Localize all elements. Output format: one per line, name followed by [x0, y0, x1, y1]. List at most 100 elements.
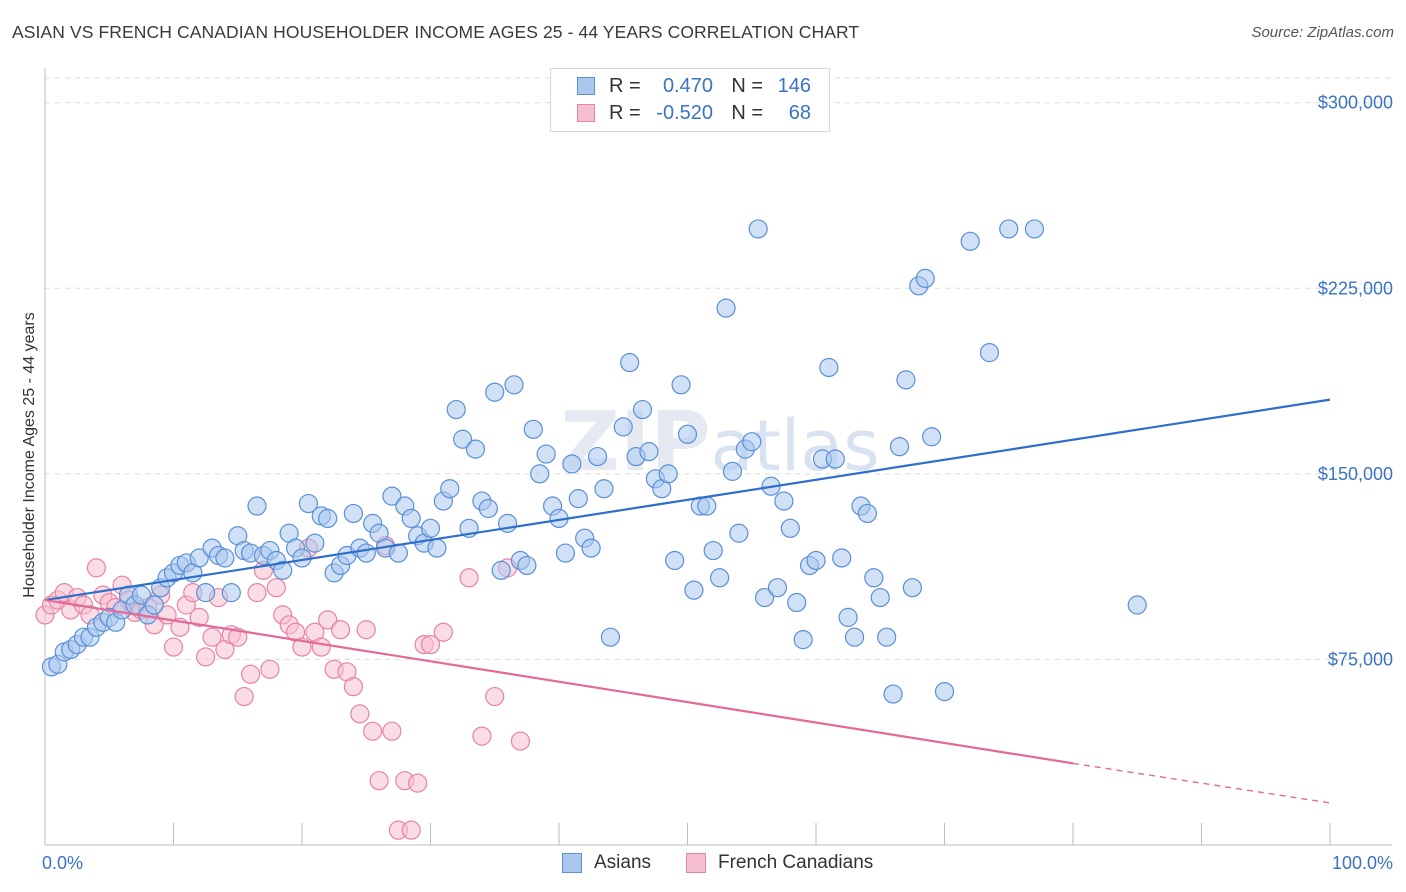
- french-canadian-point: [311, 637, 331, 657]
- asian-point: [427, 538, 447, 558]
- asian-point: [1127, 595, 1147, 615]
- asian-point: [343, 503, 363, 524]
- french-canadian-point: [401, 820, 421, 840]
- legend-row-french-canadians: R = -0.520 N = 68: [577, 100, 811, 126]
- french-canadian-point: [485, 686, 505, 707]
- french-canadian-point: [260, 659, 280, 679]
- asian-point: [221, 583, 241, 603]
- series-swatch-asians: [562, 853, 582, 873]
- french-canadian-point: [420, 634, 441, 655]
- french-canadian-point: [196, 647, 216, 667]
- asian-point: [491, 560, 511, 580]
- asian-point: [581, 538, 601, 558]
- asian-point: [382, 486, 402, 506]
- asian-point: [889, 437, 910, 457]
- legend-r-label: R =: [609, 74, 641, 97]
- asian-point: [504, 375, 524, 395]
- asian-point: [864, 568, 884, 588]
- asian-point: [877, 627, 897, 647]
- asian-point: [870, 587, 890, 608]
- asian-point: [710, 568, 730, 588]
- french-canadian-point: [459, 568, 479, 588]
- asian-point: [247, 496, 267, 516]
- asian-point: [530, 464, 550, 484]
- asian-point: [838, 607, 858, 627]
- asian-point: [478, 498, 498, 519]
- asian-point: [902, 578, 922, 598]
- asian-point: [555, 543, 576, 563]
- asian-point: [787, 592, 807, 613]
- french-canadian-point: [241, 664, 261, 684]
- asian-point: [658, 464, 678, 484]
- asian-point: [401, 508, 421, 529]
- legend-n-label: N =: [731, 101, 763, 124]
- asian-point: [144, 595, 164, 615]
- asian-point: [729, 523, 749, 543]
- asian-point: [684, 580, 704, 600]
- asian-point: [620, 352, 640, 373]
- series-legend-asians: Asians: [562, 852, 651, 874]
- asian-point: [960, 231, 980, 251]
- legend-n-value: 146: [777, 74, 811, 97]
- asian-point: [594, 479, 614, 499]
- legend-r-value: -0.520: [656, 101, 713, 124]
- axes: [44, 68, 1392, 846]
- asian-point: [825, 449, 845, 469]
- asian-point: [665, 550, 685, 571]
- trend-lines: [44, 398, 1331, 804]
- asian-point: [767, 578, 788, 598]
- french-canadian-point: [382, 721, 402, 741]
- asians-trend-line: [44, 398, 1331, 602]
- asian-point: [774, 491, 794, 511]
- legend-n-label: N =: [731, 74, 763, 97]
- asian-point: [671, 375, 691, 395]
- asian-point: [465, 439, 486, 459]
- asian-point: [934, 681, 955, 702]
- french-canadian-point: [202, 627, 222, 647]
- asian-point: [748, 219, 768, 239]
- french-canadian-point: [472, 726, 492, 746]
- legend-swatch-asians: [577, 77, 595, 95]
- asian-point: [780, 518, 800, 538]
- legend-r-value: 0.470: [662, 74, 713, 97]
- y-tick-label: $225,000: [1318, 278, 1393, 298]
- asian-point: [536, 444, 556, 464]
- french-canadian-point: [408, 773, 428, 793]
- asian-point: [420, 518, 441, 538]
- asian-point: [189, 548, 209, 568]
- asian-point: [979, 343, 1000, 363]
- asian-point: [517, 555, 537, 576]
- french-canadian-point: [363, 721, 383, 741]
- asian-point: [703, 540, 723, 561]
- asian-point: [716, 298, 736, 318]
- french-canadian-point: [247, 583, 267, 603]
- french-canadian-point: [86, 558, 107, 578]
- legend-swatch-french-canadians: [577, 104, 595, 122]
- y-tick-label: $75,000: [1328, 649, 1393, 669]
- asian-point: [485, 382, 505, 402]
- french-canadian-point: [234, 686, 254, 707]
- asian-point: [523, 419, 543, 439]
- french-canadian-point: [356, 620, 376, 640]
- series-legend-french-canadians: French Canadians: [686, 852, 873, 874]
- asian-point: [446, 399, 466, 420]
- x-tick-right: 100.0%: [1332, 853, 1393, 873]
- asian-point: [697, 496, 717, 516]
- french-canadians-points: [35, 536, 531, 840]
- french-canadian-point: [510, 731, 531, 751]
- asian-point: [793, 630, 813, 650]
- chart-title: ASIAN VS FRENCH CANADIAN HOUSEHOLDER INC…: [12, 22, 860, 42]
- french-canadian-point: [228, 627, 248, 647]
- french-canadian-point: [318, 610, 338, 630]
- french-canadian-point: [343, 677, 363, 697]
- asian-point: [832, 548, 852, 568]
- y-tick-labels: $75,000 $150,000 $225,000 $300,000: [1318, 93, 1393, 670]
- asian-point: [896, 370, 916, 390]
- legend-r-label: R =: [609, 101, 641, 124]
- french-canadian-point: [266, 578, 286, 598]
- asian-point: [722, 461, 743, 481]
- source-label: Source: ZipAtlas.com: [1251, 24, 1394, 41]
- asian-point: [754, 587, 775, 608]
- asian-point: [922, 427, 942, 447]
- series-label-french-canadians: French Canadians: [718, 852, 874, 873]
